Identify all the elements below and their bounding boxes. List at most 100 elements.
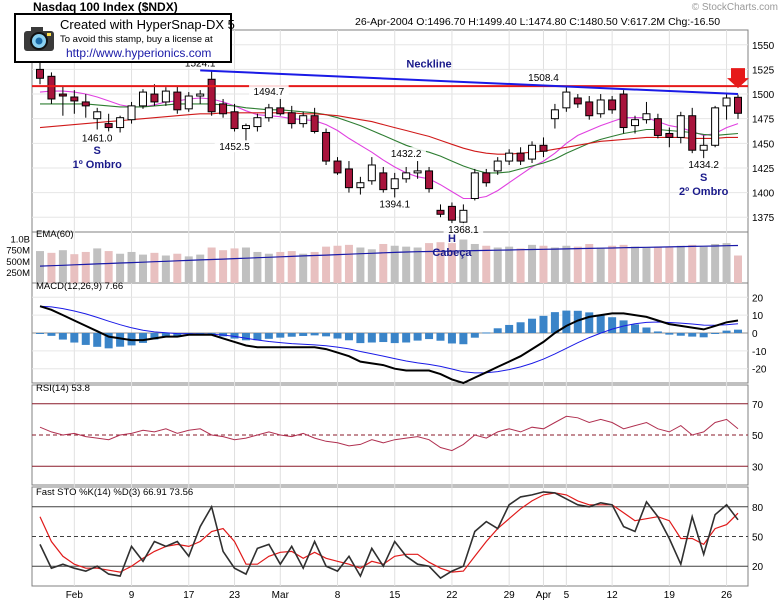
volume-bar	[367, 249, 376, 283]
candle	[173, 86, 182, 114]
stoch-legend: Fast STO %K(14) %D(3) 66.91 73.56	[36, 487, 193, 498]
volume-bar	[310, 251, 319, 283]
volume-bar	[219, 250, 228, 283]
macd-histogram-bar	[150, 333, 159, 340]
volume-bar	[104, 251, 113, 283]
rsi-line	[39, 415, 739, 452]
volume-bar	[287, 251, 296, 283]
candle	[150, 84, 159, 106]
candle-body	[276, 107, 285, 115]
macd-histogram-bar	[230, 333, 239, 339]
candle	[608, 96, 617, 114]
volume-bar	[413, 247, 422, 283]
candle-body	[711, 107, 720, 146]
macd-histogram-bar	[619, 320, 628, 333]
candle	[436, 204, 445, 218]
x-tick-label: 23	[229, 590, 241, 601]
candle	[459, 204, 468, 227]
candle	[573, 94, 582, 108]
macd-histogram-bar	[253, 333, 262, 341]
candle-body	[734, 96, 742, 114]
annotation-bg	[249, 85, 289, 98]
annotation-bg	[77, 131, 118, 144]
volume-bar	[207, 247, 216, 283]
x-tick-label: Apr	[536, 590, 552, 601]
volume-bar	[138, 254, 147, 283]
annotation-bg	[374, 197, 415, 210]
macd-histogram-bar	[528, 318, 537, 333]
stamp-link[interactable]: http://www.hyperionics.com	[66, 46, 212, 60]
macd-histogram-bar	[665, 333, 674, 335]
macd-histogram-bar	[573, 310, 582, 333]
volume-bar	[722, 243, 731, 283]
candle	[562, 86, 571, 112]
volume-bar	[642, 247, 651, 283]
candle-body	[402, 172, 411, 180]
stoch-tick-label: 20	[752, 562, 764, 573]
candle	[356, 176, 365, 195]
candle-body	[436, 209, 445, 215]
candle-body	[699, 144, 708, 151]
volume-bar	[562, 245, 571, 283]
stamp-subtitle: To avoid this stamp, buy a license at	[60, 34, 213, 45]
volume-bar	[58, 250, 67, 283]
candle-body	[81, 101, 90, 107]
macd-histogram-bar	[287, 333, 296, 337]
candle-body	[207, 78, 216, 113]
candle	[58, 86, 67, 116]
volume-bar	[299, 253, 308, 283]
moving-average-long	[39, 112, 738, 155]
candle-body	[665, 132, 674, 138]
candle	[528, 141, 537, 164]
macd-histogram-bar	[322, 333, 331, 337]
volume-bar	[734, 255, 742, 283]
price-tick-label: 1425	[752, 164, 775, 175]
candle-body	[459, 209, 468, 223]
quote-line: 26-Apr-2004 O:1496.70 H:1499.40 L:1474.8…	[355, 16, 720, 28]
macd-histogram-bar	[104, 333, 113, 349]
volume-bar	[150, 252, 159, 283]
volume-bar	[184, 256, 193, 283]
candle	[631, 115, 640, 134]
candle	[688, 107, 697, 154]
macd-histogram-bar	[356, 333, 365, 344]
candle	[116, 115, 125, 133]
camera-icon	[24, 27, 54, 51]
candle	[379, 166, 388, 193]
volume-bar	[665, 247, 674, 283]
price-tick-label: 1400	[752, 189, 775, 200]
volume-bar	[447, 243, 456, 283]
macd-histogram-bar	[516, 322, 525, 333]
volume-bar	[47, 252, 56, 283]
rsi-tick-label: 70	[752, 400, 764, 411]
candle	[333, 157, 342, 175]
candle	[596, 94, 605, 118]
pattern-letter: H	[448, 233, 456, 245]
candle	[310, 107, 319, 134]
pattern-letter: S	[94, 145, 101, 157]
volume-bar	[676, 245, 685, 283]
price-annotation: 1508.4	[528, 73, 559, 84]
candle	[264, 103, 273, 122]
volume-bar	[711, 243, 720, 283]
candle-body	[127, 105, 136, 121]
macd-histogram-bar	[631, 324, 640, 333]
candle	[367, 157, 376, 185]
macd-histogram-bar	[207, 333, 216, 334]
macd-histogram-bar	[676, 333, 685, 336]
macd-histogram-bar	[138, 333, 147, 343]
moving-average-mid	[40, 103, 739, 174]
macd-histogram-bar	[596, 315, 605, 333]
price-annotation: 1394.1	[379, 199, 410, 210]
candle-body	[447, 205, 456, 221]
volume-tick-label: 1.0B	[10, 235, 30, 246]
candle-body	[116, 117, 125, 129]
candle-body	[253, 117, 262, 128]
volume-bar	[596, 247, 605, 283]
macd-histogram-bar	[390, 333, 399, 344]
macd-histogram-bar	[70, 333, 79, 343]
price-tick-label: 1375	[752, 213, 775, 224]
candle-body	[150, 93, 159, 103]
